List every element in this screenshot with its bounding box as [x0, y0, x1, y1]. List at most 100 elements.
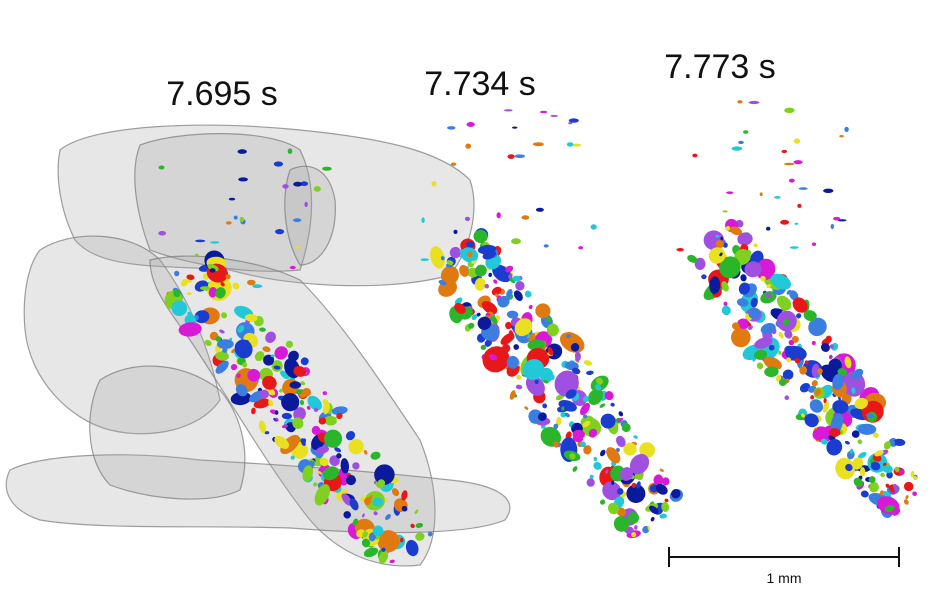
particle — [219, 329, 225, 334]
particle — [650, 516, 655, 522]
particle — [471, 260, 477, 264]
particle — [450, 162, 457, 166]
particle — [215, 351, 229, 361]
particle — [430, 246, 445, 269]
particle — [789, 290, 799, 301]
particle — [293, 218, 302, 223]
particle — [553, 423, 559, 429]
particle — [808, 317, 827, 337]
particle — [352, 462, 360, 470]
particle — [809, 399, 824, 413]
particle — [322, 466, 339, 481]
particle — [381, 547, 386, 552]
particle — [465, 143, 472, 149]
particle — [274, 435, 290, 449]
particle — [719, 252, 723, 257]
scale-label: 1 mm — [767, 570, 802, 586]
particle — [568, 122, 573, 125]
particle — [583, 360, 593, 366]
particle — [829, 344, 834, 349]
particle — [474, 264, 487, 277]
particle — [692, 153, 698, 158]
particle — [792, 297, 808, 313]
particle — [874, 450, 884, 457]
particle — [804, 360, 809, 365]
particle — [778, 378, 787, 387]
particle — [671, 489, 681, 499]
particle — [485, 313, 491, 316]
particle — [776, 374, 782, 382]
particle — [736, 298, 749, 307]
particle — [318, 417, 327, 425]
particle — [505, 265, 514, 273]
particle — [721, 281, 729, 292]
particle — [468, 322, 475, 329]
particle — [586, 478, 595, 487]
particle — [886, 471, 893, 479]
particle — [348, 439, 364, 455]
particle — [810, 395, 815, 400]
particle — [853, 477, 863, 488]
particle — [378, 550, 389, 564]
particle — [593, 456, 598, 462]
particle — [636, 481, 641, 489]
particle — [725, 225, 731, 231]
particle — [259, 389, 269, 399]
particle — [823, 398, 827, 404]
particle — [766, 284, 772, 289]
particle — [561, 406, 565, 411]
particle — [242, 362, 248, 368]
particle — [237, 325, 245, 333]
particle — [740, 274, 747, 282]
particle — [820, 343, 830, 352]
particle — [851, 368, 864, 380]
particle — [215, 360, 229, 374]
particle — [894, 466, 900, 473]
particle — [629, 453, 650, 475]
particle — [572, 429, 585, 440]
particle — [300, 438, 306, 447]
particle — [910, 470, 915, 478]
particle — [754, 337, 773, 349]
particle — [715, 239, 724, 249]
particle — [471, 314, 478, 321]
particle — [317, 471, 322, 475]
particle — [605, 469, 609, 474]
particle — [859, 467, 866, 477]
particle — [459, 249, 467, 254]
particle — [482, 250, 497, 260]
particle — [785, 345, 807, 361]
particle — [513, 290, 523, 301]
particle — [399, 537, 404, 543]
particle — [515, 281, 525, 291]
particle — [244, 313, 258, 322]
particle — [868, 476, 876, 484]
particle — [557, 442, 562, 448]
particle — [289, 265, 296, 270]
particle — [721, 305, 731, 316]
particle — [513, 344, 520, 350]
particle — [738, 140, 744, 145]
particle — [352, 518, 359, 526]
particle — [879, 490, 884, 496]
particle — [507, 154, 515, 160]
particle — [401, 505, 408, 512]
particle — [512, 275, 522, 282]
shell — [134, 133, 313, 272]
particle — [893, 483, 899, 493]
particle — [583, 445, 592, 455]
particle — [180, 278, 189, 287]
particle — [324, 429, 343, 448]
particle — [814, 388, 821, 396]
particle — [369, 495, 373, 500]
particle — [869, 481, 879, 493]
particle — [623, 442, 637, 456]
particle — [295, 389, 303, 395]
particle — [528, 304, 533, 310]
particle — [293, 181, 303, 187]
particle — [594, 384, 602, 391]
particle — [410, 523, 415, 529]
particle — [292, 417, 304, 430]
particle — [251, 407, 256, 415]
particle — [293, 407, 306, 421]
